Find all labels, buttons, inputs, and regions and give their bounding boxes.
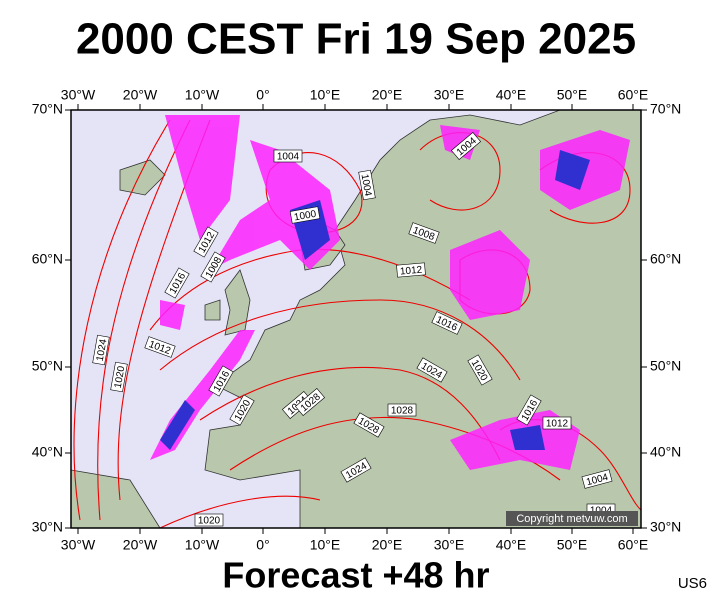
isobar-value: 1020 — [113, 365, 128, 389]
isobar-value: 1012 — [546, 419, 569, 430]
label-box — [208, 365, 234, 397]
label-box — [450, 131, 482, 161]
isobar-label: 1012 — [542, 416, 572, 430]
isobar-label: 1004 — [273, 149, 303, 163]
lat-label: 70°N — [650, 101, 681, 117]
lon-label: 30°E — [434, 537, 465, 553]
isobar-label: 1020 — [110, 361, 128, 393]
lat-label: 30°N — [32, 519, 63, 535]
isobar-value: 1012 — [400, 265, 424, 278]
label-box — [467, 354, 493, 386]
isobar-label: 1004 — [358, 169, 376, 201]
isobar-value: 1004 — [277, 152, 300, 163]
label-box — [416, 357, 448, 383]
isobar-label: 1024 — [92, 334, 110, 366]
copyright: Copyright metvuw.com — [516, 513, 627, 525]
label-box — [294, 387, 326, 417]
label-box — [516, 394, 542, 426]
label-box — [353, 412, 385, 438]
lon-label: 0° — [256, 537, 269, 553]
map: 1004 100410041000100810121008101610121016… — [32, 87, 682, 553]
lon-label: 10°W — [185, 87, 220, 103]
lat-label: 40°N — [32, 444, 63, 460]
lat-label: 50°N — [32, 358, 63, 374]
label-box — [229, 394, 255, 426]
lon-label: 40°E — [496, 537, 527, 553]
label-box — [542, 416, 572, 430]
lon-label: 30°W — [61, 537, 96, 553]
isobar-value: 1020 — [198, 516, 221, 527]
isobar-value: 1000 — [293, 209, 317, 224]
label-box — [194, 513, 224, 527]
label-box — [581, 469, 613, 489]
lon-label: 10°E — [310, 87, 341, 103]
lon-label: 60°E — [618, 537, 649, 553]
label-box — [92, 334, 110, 366]
label-box — [110, 361, 128, 393]
lat-label: 60°N — [32, 251, 63, 267]
lon-label: 20°W — [123, 537, 158, 553]
label-box — [193, 226, 219, 258]
lat-label: 30°N — [650, 519, 681, 535]
lat-label: 70°N — [32, 101, 63, 117]
isobar-label: 1028 — [387, 403, 417, 417]
copyright-box — [506, 511, 638, 526]
model-code: US6 — [678, 575, 707, 592]
isobar-value: 1024 — [95, 338, 110, 362]
lat-label: 50°N — [650, 358, 681, 374]
label-box — [396, 262, 426, 278]
lon-label: 20°E — [372, 87, 403, 103]
isobar-value: 1004 — [359, 173, 374, 197]
label-box — [431, 311, 463, 335]
label-box — [408, 222, 440, 244]
forecast-label: Forecast +48 hr — [222, 555, 489, 596]
isobar-label: 1000 — [289, 206, 321, 224]
lat-label: 60°N — [650, 251, 681, 267]
lat-label: 40°N — [650, 444, 681, 460]
lon-label: 60°E — [618, 87, 649, 103]
lon-label: 20°E — [372, 537, 403, 553]
lon-label: 40°E — [496, 87, 527, 103]
lon-label: 50°E — [557, 87, 588, 103]
label-box — [387, 403, 417, 417]
axes: 30°W 30°W 20°W 20°W 10°W 10°W 0° 0° 10°E 10°E 20°E… — [32, 87, 682, 553]
label-box — [358, 169, 376, 201]
label-box — [200, 251, 226, 283]
lon-label: 20°W — [123, 87, 158, 103]
isobar-label: 1020 — [194, 513, 224, 527]
lon-label: 50°E — [557, 537, 588, 553]
lon-label: 30°W — [61, 87, 96, 103]
label-box — [164, 267, 190, 299]
label-box — [144, 336, 176, 358]
lon-label: 10°E — [310, 537, 341, 553]
frame — [70, 109, 642, 529]
title: 2000 CEST Fri 19 Sep 2025 — [76, 15, 636, 64]
lon-label: 0° — [256, 87, 269, 103]
lon-label: 30°E — [434, 87, 465, 103]
label-box — [273, 149, 303, 163]
isobar-label: 1012 — [396, 262, 426, 278]
isobar-value: 1028 — [391, 406, 414, 417]
lon-label: 10°W — [185, 537, 220, 553]
label-box — [340, 457, 372, 483]
label-box — [289, 206, 321, 224]
